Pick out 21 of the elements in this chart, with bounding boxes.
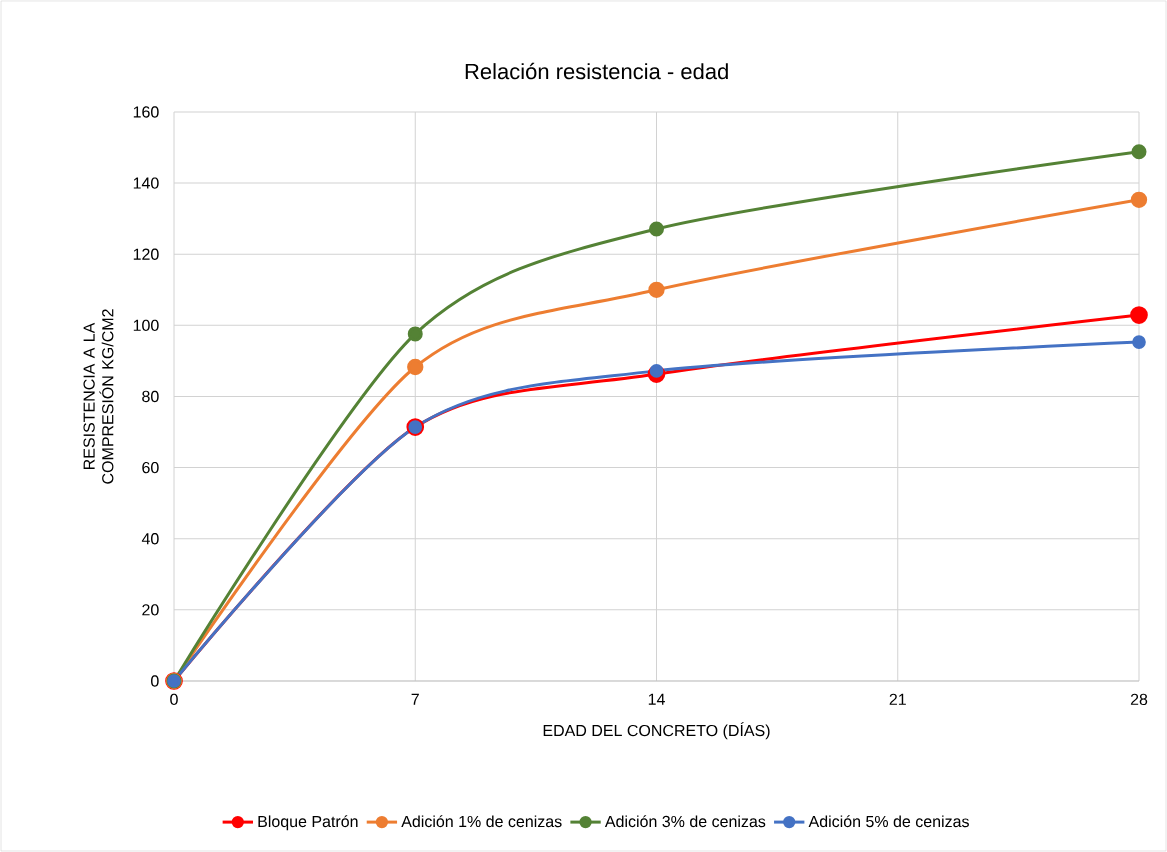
y-tick-label: 40 [141, 533, 159, 545]
x-tick-label: 14 [648, 693, 665, 705]
x-tick-label: 7 [411, 693, 419, 705]
y-tick-label: 60 [142, 461, 159, 474]
y-tick-label: 0 [151, 675, 159, 687]
y-axis-title: RESISTENCIA A LA COMPRESIÓN KG/CM2 [83, 309, 114, 484]
x-tick-label: 28 [1130, 693, 1148, 706]
legend-label: Adición 3% de cenizas [604, 815, 766, 828]
y-tick-label: 140 [133, 177, 159, 189]
x-tick-label: 21 [889, 693, 906, 705]
x-tick-label: 0 [170, 693, 178, 706]
y-tick-label: 100 [133, 319, 159, 332]
y-tick-label: 80 [142, 390, 159, 403]
y-tick-label: 120 [133, 248, 159, 260]
y-tick-label: 20 [142, 604, 159, 616]
legend-label: Adición 5% de cenizas [808, 815, 969, 828]
x-axis-title: EDAD DEL CONCRETO (DÍAS) [543, 722, 770, 740]
y-tick-label: 160 [133, 106, 159, 118]
chart-title: Relación resistencia - edad [465, 62, 728, 80]
legend-label: Bloque Patrón [258, 815, 358, 831]
legend-label: Adición 1% de cenizas [401, 815, 562, 828]
